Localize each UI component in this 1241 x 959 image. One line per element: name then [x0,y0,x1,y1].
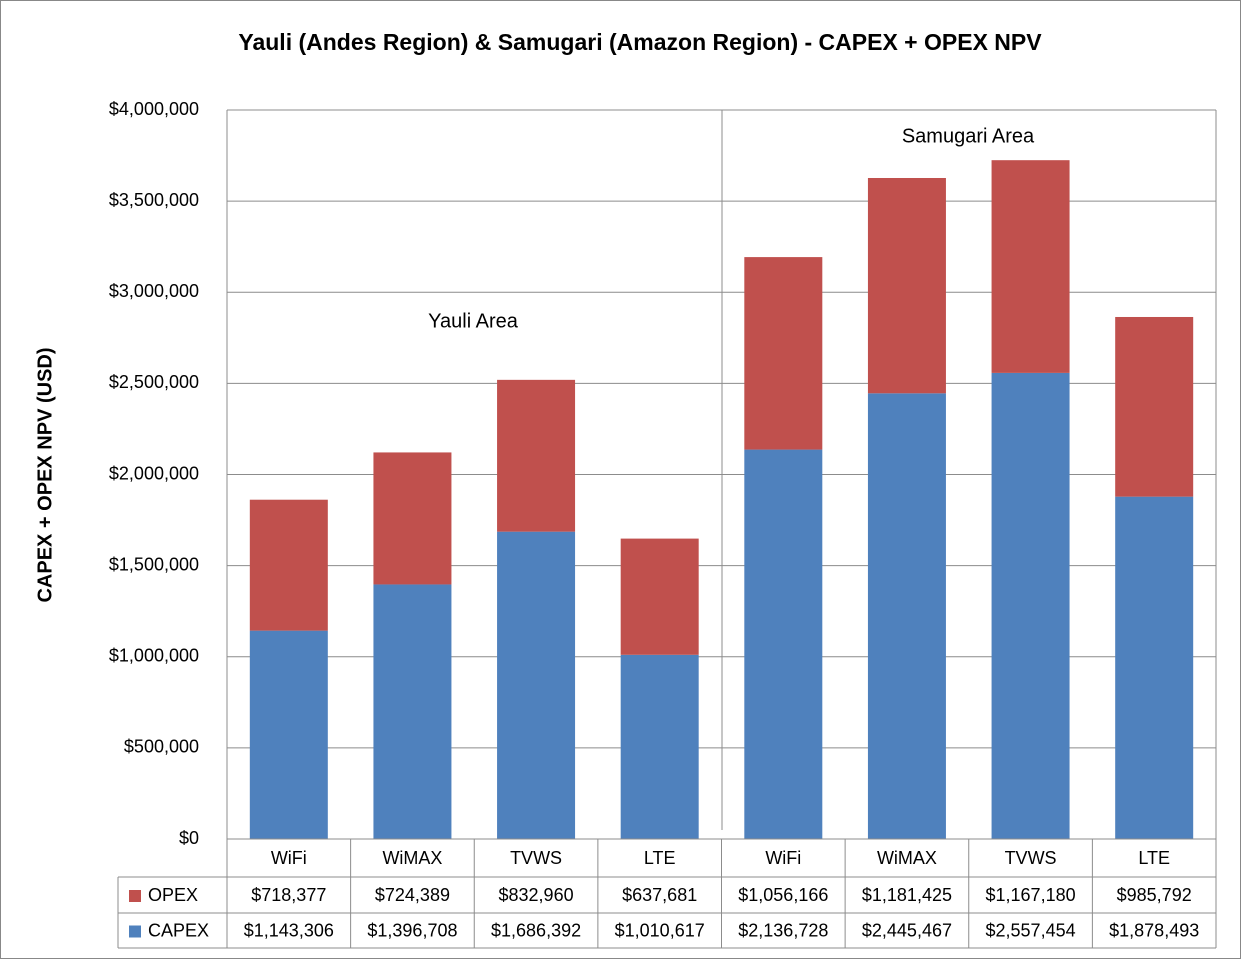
annotation: Yauli Area [428,310,519,332]
data-label: $1,181,425 [862,885,952,905]
x-tick-label: TVWS [510,848,562,868]
data-label: $724,389 [375,885,450,905]
y-tick-label: $0 [179,828,199,848]
bar-segment [867,177,946,394]
data-label: $637,681 [622,885,697,905]
chart-title: Yauli (Andes Region) & Samugari (Amazon … [238,29,1042,55]
x-tick-label: TVWS [1005,848,1057,868]
bar-segment [620,538,699,655]
x-tick-label: WiFi [271,848,307,868]
data-label: $2,445,467 [862,920,952,940]
y-tick-label: $2,000,000 [109,463,199,483]
data-label: $1,143,306 [244,920,334,940]
data-label: $1,010,617 [615,920,705,940]
y-tick-label: $3,500,000 [109,190,199,210]
x-tick-label: LTE [1138,848,1170,868]
bar-segment [249,499,328,631]
y-tick-label: $500,000 [124,737,199,757]
legend-label: CAPEX [148,920,209,940]
bar-segment [497,531,576,839]
data-label: $718,377 [251,885,326,905]
bar-segment [991,160,1070,373]
bar-segment [1115,316,1194,497]
data-label: $1,686,392 [491,920,581,940]
x-tick-label: WiMAX [382,848,442,868]
data-label: $1,167,180 [986,885,1076,905]
bar-segment [373,584,452,839]
legend-label: OPEX [148,885,198,905]
data-label: $1,878,493 [1109,920,1199,940]
bar-segment [373,452,452,585]
y-tick-label: $3,000,000 [109,281,199,301]
bar-segment [249,630,328,839]
bar-segment [867,393,946,839]
legend-swatch [129,890,141,902]
bar-segment [744,449,823,839]
bar-segment [991,372,1070,839]
data-label: $2,557,454 [986,920,1076,940]
y-tick-label: $4,000,000 [109,99,199,119]
data-label: $832,960 [499,885,574,905]
data-label: $1,056,166 [738,885,828,905]
data-label: $1,396,708 [367,920,457,940]
data-label: $2,136,728 [738,920,828,940]
bar-segment [1115,496,1194,839]
bar-segment [620,654,699,839]
y-tick-label: $1,000,000 [109,646,199,666]
bar-segment [744,257,823,450]
y-tick-label: $1,500,000 [109,554,199,574]
y-tick-label: $2,500,000 [109,372,199,392]
legend-swatch [129,925,141,938]
x-tick-label: LTE [644,848,676,868]
annotation: Samugari Area [902,125,1035,147]
bar-segment [497,379,576,532]
x-tick-label: WiMAX [877,848,937,868]
x-tick-label: WiFi [765,848,801,868]
y-axis-title: CAPEX + OPEX NPV (USD) [34,347,56,602]
data-label: $985,792 [1117,885,1192,905]
